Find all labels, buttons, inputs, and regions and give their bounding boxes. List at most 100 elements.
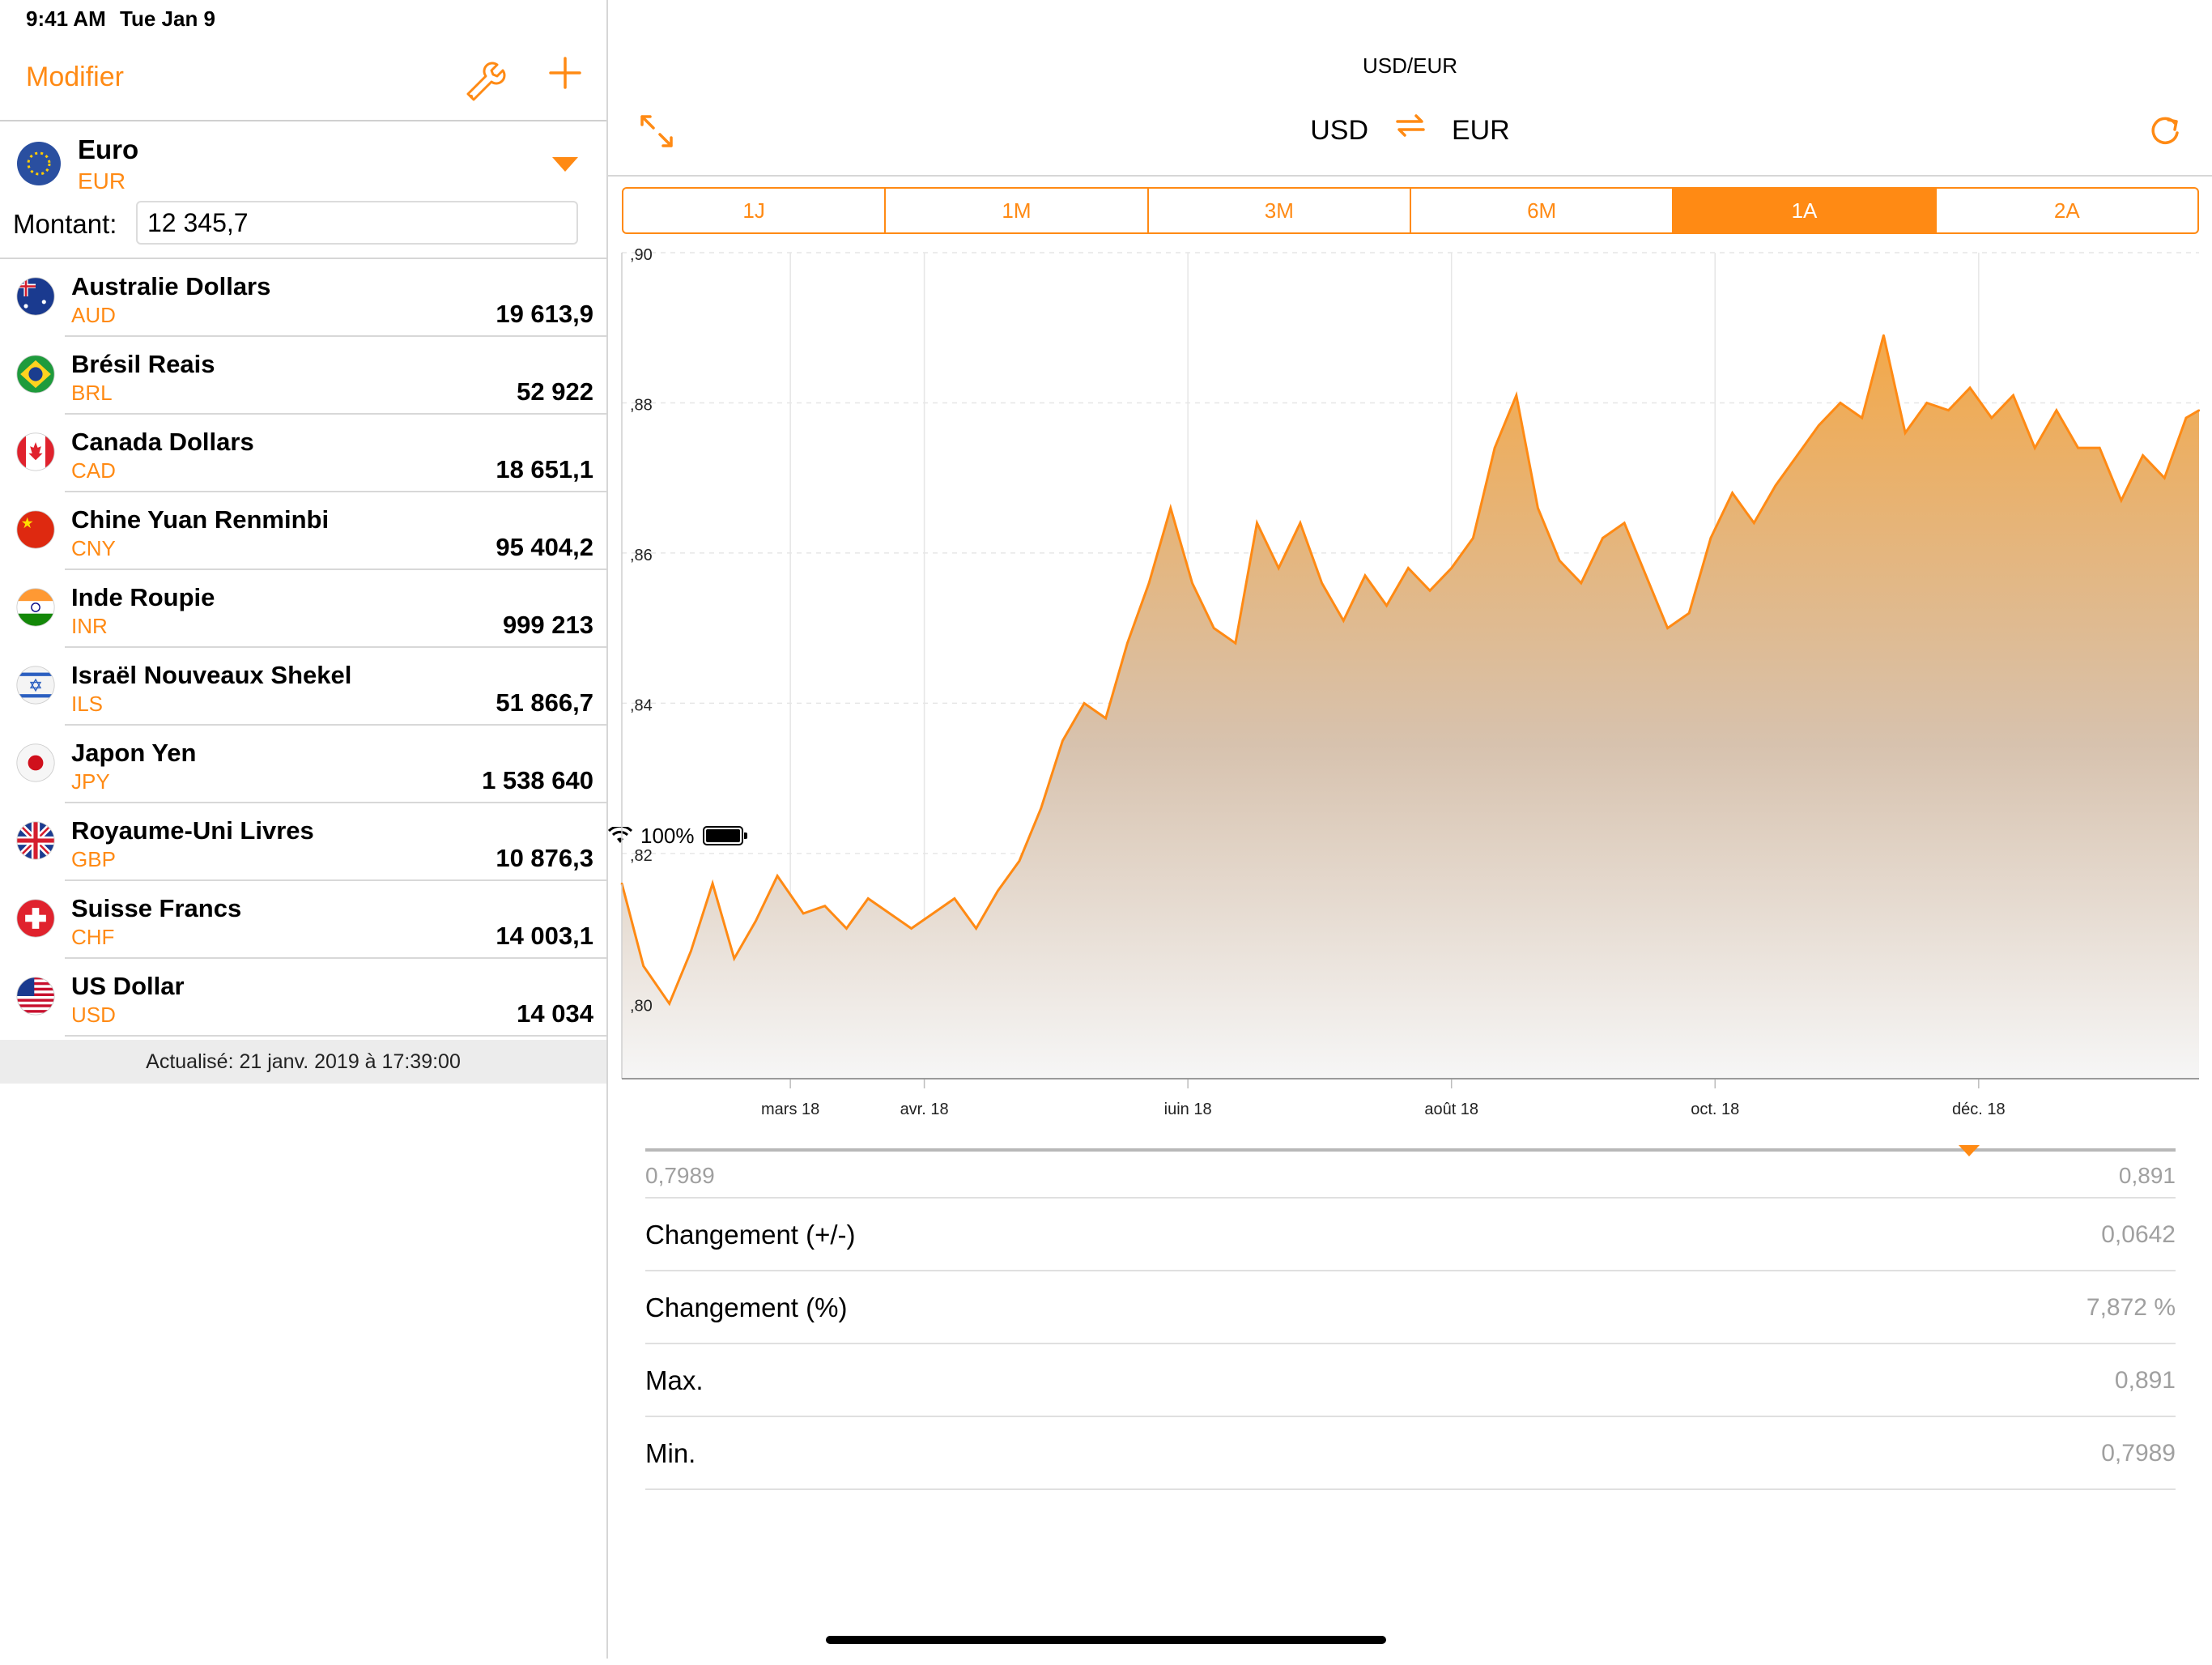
- currency-row-jpy[interactable]: Japon Yen JPY 1 538 640: [0, 726, 606, 803]
- range-tab-1a[interactable]: 1A: [1674, 189, 1937, 232]
- rate-point: [1363, 574, 1367, 577]
- range-tab-6m[interactable]: 6M: [1411, 189, 1674, 232]
- rate-point: [1753, 522, 1755, 525]
- expand-icon[interactable]: [639, 113, 674, 149]
- range-marker[interactable]: [1958, 1145, 1980, 1156]
- row-divider: [65, 491, 606, 492]
- refresh-icon[interactable]: [2147, 113, 2183, 149]
- rate-point: [1968, 386, 1972, 390]
- y-tick-label: ,88: [630, 396, 653, 414]
- rate-chart[interactable]: ,90 ,88 ,86 ,84 ,82 ,80 mars 18 avr. 18 juin 18 a…: [608, 240, 2212, 1114]
- currency-code: AUD: [71, 303, 116, 327]
- rate-point: [1515, 394, 1517, 397]
- currency-code: USD: [71, 1003, 116, 1027]
- rate-point: [1774, 484, 1777, 487]
- flag-br-icon: [16, 355, 55, 394]
- status-time: 9:41 AM: [26, 6, 106, 31]
- status-bar: 9:41 AM Tue Jan 9 100%: [0, 0, 2212, 848]
- rate-point: [2012, 394, 2014, 397]
- amount-input[interactable]: 12 345,7: [136, 201, 578, 245]
- row-divider: [65, 1035, 606, 1037]
- currency-row-cad[interactable]: Canada Dollars CAD 18 651,1: [0, 415, 606, 492]
- edit-button[interactable]: Modifier: [26, 62, 124, 92]
- from-currency[interactable]: USD: [1310, 114, 1369, 146]
- stat-value: 7,872 %: [2086, 1294, 2176, 1321]
- currency-value: 51 866,7: [496, 688, 593, 717]
- rate-point: [1018, 859, 1021, 862]
- amount-label: Montant:: [13, 209, 117, 239]
- currency-value: 95 404,2: [496, 533, 593, 561]
- currency-value: 999 213: [502, 611, 593, 639]
- rate-point: [620, 882, 623, 885]
- currency-code: ILS: [71, 692, 104, 716]
- range-tab-2a[interactable]: 2A: [2053, 198, 2080, 223]
- flag-us-icon: [16, 977, 55, 1016]
- currency-code: JPY: [71, 769, 110, 794]
- currency-value: 19 613,9: [496, 300, 593, 328]
- rate-point: [2055, 409, 2058, 411]
- rate-point: [1472, 537, 1474, 539]
- add-currency-icon[interactable]: [547, 55, 583, 91]
- chevron-down-icon[interactable]: [552, 157, 578, 172]
- flag-il-icon: [16, 666, 55, 705]
- flag-gb-icon: [16, 821, 55, 860]
- rate-point: [1947, 409, 1950, 411]
- rate-point: [1234, 641, 1237, 645]
- currency-row-usd[interactable]: US Dollar USD 14 034: [0, 959, 606, 1037]
- rate-point: [1385, 604, 1388, 607]
- updated-footer: Actualisé: 21 janv. 2019 à 17:39:00: [0, 1040, 606, 1084]
- swap-icon[interactable]: [1394, 113, 1427, 138]
- rate-point: [2077, 446, 2079, 449]
- rate-point: [1040, 807, 1042, 810]
- rate-point: [1688, 611, 1691, 615]
- base-currency-name: Euro: [78, 134, 139, 164]
- rate-point: [845, 927, 848, 930]
- currency-value: 14 034: [517, 999, 593, 1028]
- status-date: Tue Jan 9: [120, 6, 216, 31]
- to-currency[interactable]: EUR: [1451, 114, 1510, 146]
- x-tick-label: déc. 18: [1952, 1101, 2006, 1114]
- pair-title: USD/EUR: [1362, 53, 1457, 78]
- currency-code: BRL: [71, 381, 113, 405]
- y-tick-label: ,86: [630, 547, 653, 564]
- rate-point: [642, 965, 644, 968]
- x-tick-label: avr. 18: [900, 1101, 949, 1114]
- currency-row-cny[interactable]: Chine Yuan Renminbi CNY 95 404,2: [0, 492, 606, 570]
- flag-ca-icon: [16, 432, 55, 471]
- rate-point: [1731, 492, 1733, 494]
- rate-point: [1904, 432, 1907, 434]
- rate-point: [1882, 334, 1885, 337]
- range-tab-1j[interactable]: 1J: [623, 189, 887, 232]
- flag-au-icon: [16, 277, 55, 316]
- range-tab-1m[interactable]: 1M: [886, 189, 1149, 232]
- rate-point: [1925, 402, 1928, 404]
- range-track[interactable]: [645, 1148, 2176, 1152]
- flag-eu-icon: [17, 142, 61, 185]
- rate-point: [1212, 627, 1215, 629]
- rate-point: [690, 950, 692, 952]
- currency-row-brl[interactable]: Brésil Reais BRL 52 922: [0, 337, 606, 415]
- rate-point: [2033, 446, 2036, 449]
- currency-code: CNY: [71, 536, 116, 560]
- home-indicator[interactable]: [826, 1636, 1386, 1644]
- nav-divider: [608, 175, 2212, 177]
- stats-table: Changement (+/-) 0,0642 Changement (%) 7,87…: [645, 1197, 2176, 1490]
- rate-point: [888, 912, 891, 915]
- rate-point: [1537, 507, 1539, 509]
- currency-row-chf[interactable]: Suisse Francs CHF 14 003,1: [0, 881, 606, 959]
- currency-row-aud[interactable]: Australie Dollars AUD 19 613,9: [0, 259, 606, 337]
- currency-row-inr[interactable]: Inde Roupie INR 999 213: [0, 570, 606, 648]
- currency-row-ils[interactable]: Israël Nouveaux Shekel ILS 51 866,7: [0, 648, 606, 726]
- currency-value: 1 538 640: [482, 766, 593, 794]
- currency-row-gbp[interactable]: Royaume-Uni Livres GBP 10 876,3: [0, 803, 606, 881]
- stat-value: 0,891: [2114, 1367, 2176, 1394]
- wrench-icon[interactable]: [462, 57, 507, 102]
- rate-point: [1104, 717, 1107, 720]
- range-tab-3m[interactable]: 3M: [1149, 189, 1411, 232]
- rate-point: [997, 889, 999, 892]
- currency-name: Japon Yen: [71, 739, 197, 767]
- stat-label: Max.: [645, 1365, 704, 1395]
- stat-label: Min.: [645, 1438, 696, 1468]
- flag-cn-icon: [16, 510, 55, 549]
- rate-area: [622, 335, 2199, 1079]
